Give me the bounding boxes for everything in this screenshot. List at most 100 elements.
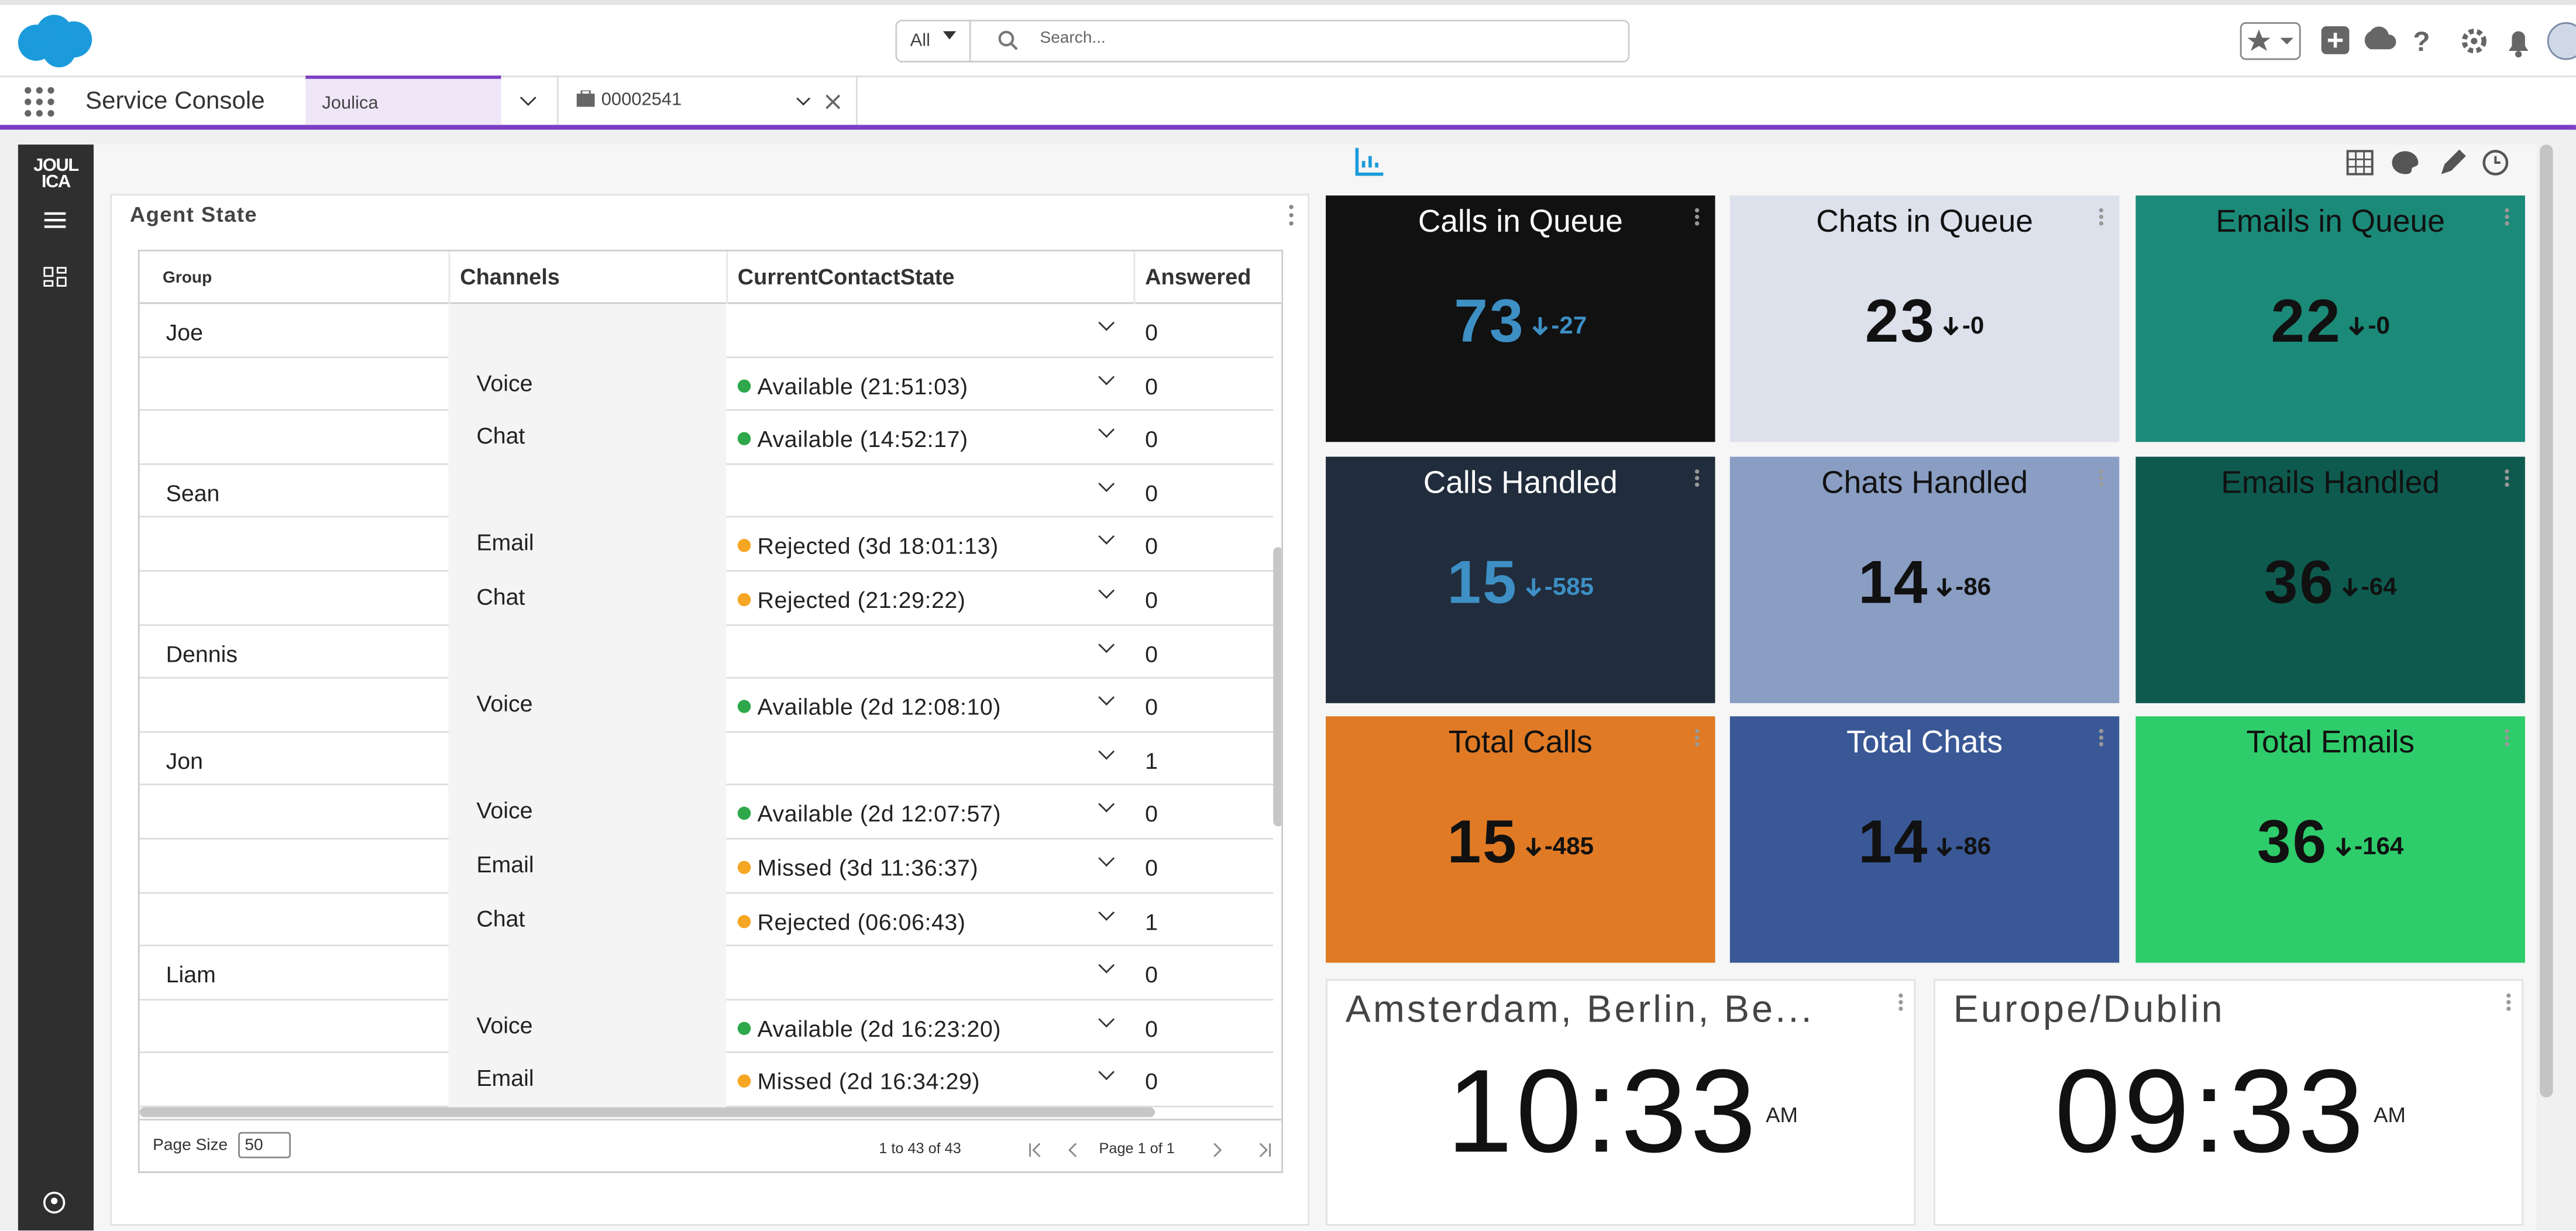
tab[interactable]: 00002541: [559, 75, 858, 125]
state-dropdown[interactable]: [1096, 903, 1116, 926]
clock-face: 09:33 AM: [1935, 1047, 2525, 1178]
chevron: [1098, 850, 1115, 867]
channel-column-bg: [448, 572, 727, 625]
column-header[interactable]: Channels: [448, 251, 727, 304]
state-dropdown[interactable]: [1096, 957, 1116, 979]
channel-cell: Voice: [476, 690, 533, 717]
vertical-scrollbar[interactable]: [1273, 547, 1282, 827]
tile-value: 23: [1865, 287, 1936, 355]
app-launcher[interactable]: [23, 85, 56, 118]
column-header[interactable]: Answered: [1133, 251, 1282, 304]
column-header[interactable]: CurrentContactState: [726, 251, 1133, 304]
status-dot: [737, 539, 751, 553]
group-cell: Dennis: [166, 639, 238, 666]
clock-time: 10:33: [1446, 1046, 1759, 1178]
tile-menu[interactable]: [2098, 466, 2104, 487]
tile-delta: -164: [2354, 832, 2404, 860]
tile-menu[interactable]: [2505, 991, 2512, 1011]
tile-menu[interactable]: [1694, 205, 1700, 226]
table-row: Email Missed (3d 11:36:37) 0: [139, 839, 1274, 893]
channel-column-bg: [448, 304, 727, 358]
table-row: Email Rejected (3d 18:01:13) 0: [139, 518, 1274, 572]
toolbar-icons[interactable]: [2346, 148, 2517, 178]
tile-menu[interactable]: [1694, 466, 1700, 487]
chevron: [1098, 314, 1115, 331]
account-icon[interactable]: [43, 1191, 66, 1214]
state-dropdown[interactable]: [1096, 689, 1116, 712]
page-size-select[interactable]: 50: [238, 1132, 291, 1158]
answered-cell: 1: [1145, 907, 1158, 934]
state-dropdown[interactable]: [1096, 850, 1116, 872]
state-dropdown[interactable]: [1096, 796, 1116, 819]
tile-title: Emails in Queue: [2216, 205, 2445, 240]
down-arrow: [1937, 838, 1953, 856]
state-dropdown[interactable]: [1096, 636, 1116, 658]
state-dropdown[interactable]: [1096, 314, 1116, 337]
kpi-tile: Emails in Queue 22 -0: [2135, 195, 2525, 442]
widget-menu[interactable]: [1288, 204, 1294, 226]
menu-dots: [2505, 208, 2509, 226]
close-tab[interactable]: [825, 94, 841, 110]
group-cell: Joe: [166, 318, 204, 345]
state-dropdown[interactable]: [1096, 1064, 1116, 1086]
global-header: [0, 0, 2576, 76]
channel-column-bg: [448, 839, 727, 893]
state-cell: Available (21:51:03): [757, 372, 968, 399]
sidebar-logo: JOULICA: [33, 156, 79, 192]
state-dropdown[interactable]: [1096, 582, 1116, 605]
tile-value-group: 15 -485: [1326, 809, 1715, 878]
tile-menu[interactable]: [2503, 466, 2510, 487]
tile-title: Chats Handled: [1821, 466, 2028, 501]
tile-title: Total Chats: [1846, 726, 2003, 761]
clock-meridiem: AM: [2374, 1102, 2406, 1127]
state-dropdown[interactable]: [1096, 743, 1116, 765]
tile-value: 36: [2264, 548, 2335, 616]
column-header[interactable]: Group: [162, 269, 212, 288]
answered-cell: 0: [1145, 532, 1158, 559]
channel-column-bg: [448, 893, 727, 947]
tile-value: 14: [1858, 548, 1930, 616]
table-row: Voice Available (2d 12:07:57) 0: [139, 786, 1274, 840]
sidebar-icons[interactable]: [43, 209, 69, 307]
status-dot: [737, 700, 751, 714]
header-icons[interactable]: ?: [2237, 20, 2576, 63]
group-cell: Jon: [166, 747, 204, 773]
state-dropdown[interactable]: [1096, 529, 1116, 551]
tab-menu[interactable]: [501, 75, 559, 125]
down-arrow: [1944, 317, 1959, 335]
report-icon[interactable]: [1354, 145, 1387, 177]
tile-delta: -64: [2361, 572, 2397, 601]
search-box[interactable]: [895, 19, 1630, 63]
chevron: [1098, 1010, 1115, 1027]
tab[interactable]: Joulica: [305, 75, 501, 125]
search-scope[interactable]: All: [895, 19, 971, 63]
pager-buttons[interactable]: [1027, 1140, 1273, 1160]
channel-column-bg: [448, 411, 727, 465]
menu-dots: [1899, 993, 1903, 1011]
table-row: Chat Rejected (21:29:22) 0: [139, 572, 1274, 625]
nav-accent: [0, 125, 2576, 130]
tile-menu[interactable]: [2098, 726, 2104, 747]
clock-meridiem: AM: [1766, 1102, 1798, 1127]
state-dropdown[interactable]: [1096, 368, 1116, 390]
tile-menu[interactable]: [1694, 726, 1700, 747]
channel-cell: Voice: [476, 1012, 533, 1039]
tile-value-group: 22 -0: [2135, 287, 2525, 356]
tile-menu[interactable]: [2098, 205, 2104, 226]
page-scrollbar[interactable]: [2540, 145, 2553, 1098]
state-dropdown[interactable]: [1096, 475, 1116, 498]
status-dot: [737, 914, 751, 928]
tile-menu[interactable]: [2503, 205, 2510, 226]
down-arrow: [1526, 578, 1542, 597]
salesforce-logo[interactable]: [13, 10, 95, 69]
tile-menu[interactable]: [1897, 991, 1904, 1011]
state-dropdown[interactable]: [1096, 1010, 1116, 1033]
state-dropdown[interactable]: [1096, 421, 1116, 444]
state-cell: Available (14:52:17): [757, 425, 968, 452]
chevron: [1098, 368, 1115, 385]
horizontal-scrollbar[interactable]: [139, 1107, 1155, 1117]
menu-dots: [2505, 728, 2509, 747]
tile-menu[interactable]: [2503, 726, 2510, 747]
